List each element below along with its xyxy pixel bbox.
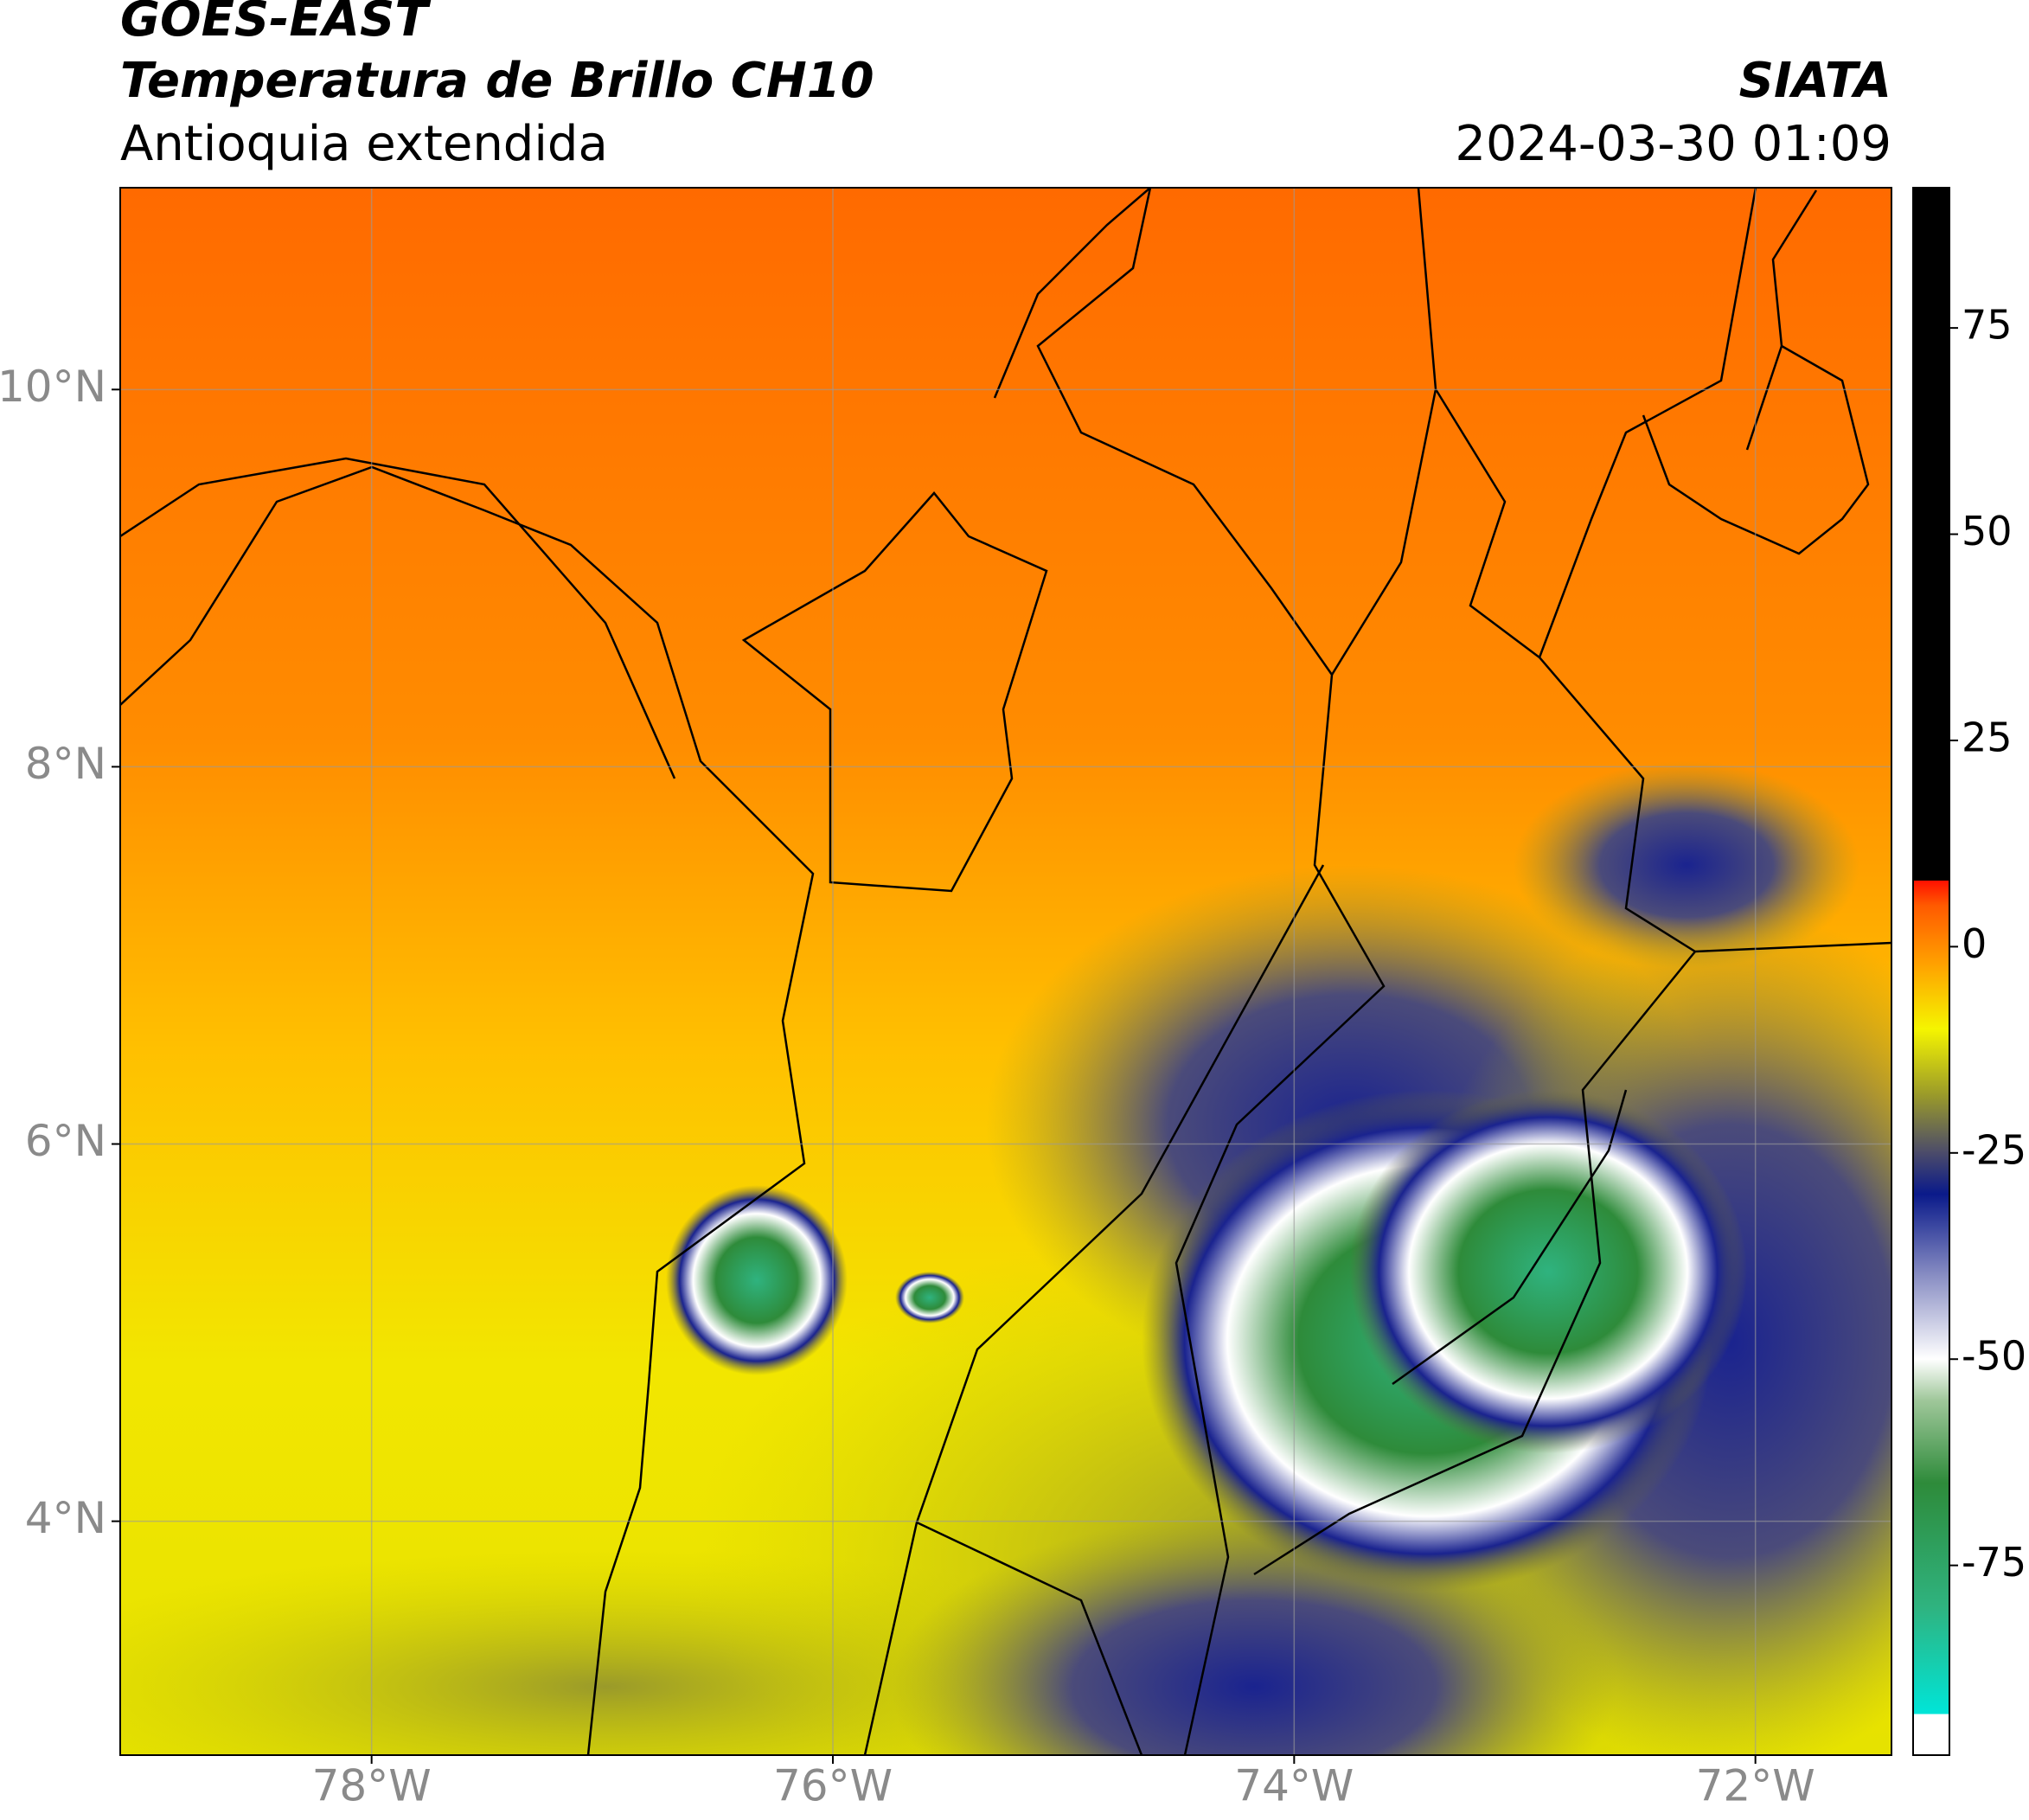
x-tick-label: 74°W bbox=[1234, 1761, 1354, 1811]
x-tick-label: 76°W bbox=[773, 1761, 893, 1811]
map-image bbox=[120, 188, 1891, 1755]
graticule bbox=[120, 188, 1891, 1755]
x-tick-label: 72°W bbox=[1696, 1761, 1815, 1811]
x-tick-label: 78°W bbox=[312, 1761, 432, 1811]
colorbar-label: 0 bbox=[1962, 920, 1987, 967]
colorbar-label: 50 bbox=[1962, 508, 2013, 554]
subtitle: Antioquia extendida bbox=[120, 116, 608, 172]
colorbar bbox=[1912, 187, 1950, 1756]
map-frame bbox=[119, 187, 1892, 1756]
y-tick-label: 6°N bbox=[25, 1116, 106, 1166]
colorbar-label: -25 bbox=[1962, 1126, 2026, 1173]
y-tick-label: 4°N bbox=[25, 1493, 106, 1543]
y-tick-label: 8°N bbox=[25, 739, 106, 789]
colorbar-label: 25 bbox=[1962, 714, 2013, 760]
datetime: 2024-03-30 01:09 bbox=[1455, 116, 1891, 172]
colorbar-label: 75 bbox=[1962, 302, 2013, 349]
title-line1: GOES-EAST bbox=[120, 0, 431, 48]
source: SIATA bbox=[1739, 53, 1891, 109]
y-tick-label: 10°N bbox=[0, 362, 106, 412]
colorbar-label: -50 bbox=[1962, 1333, 2026, 1380]
colorbar-label: -75 bbox=[1962, 1539, 2026, 1586]
title-line2: Temperatura de Brillo CH10 bbox=[120, 53, 874, 109]
